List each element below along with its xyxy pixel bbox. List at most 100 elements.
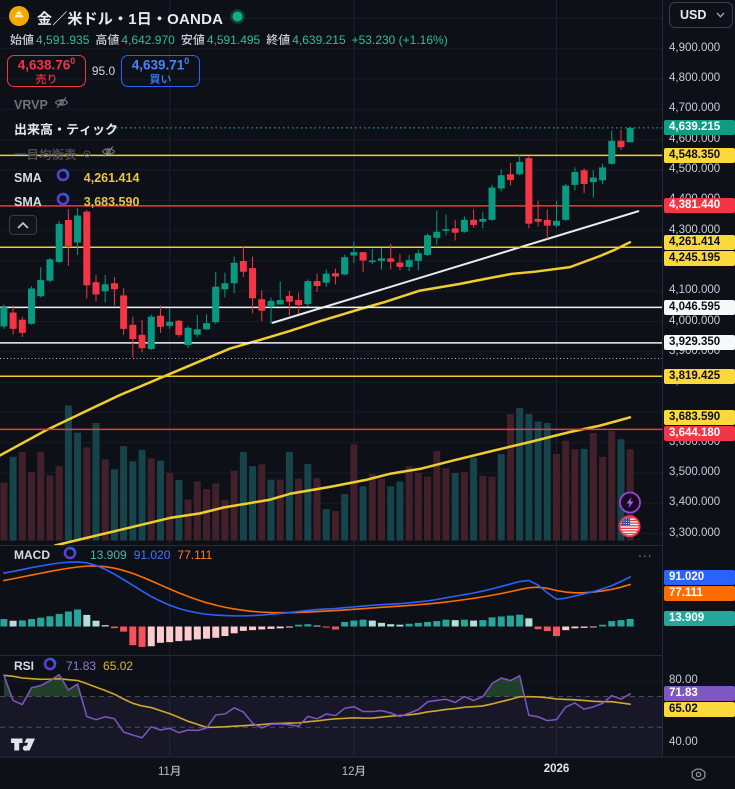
volume-bar <box>184 499 192 541</box>
volume-bar <box>350 444 358 541</box>
candle-body <box>156 315 164 327</box>
sell-price: 4,638.76 <box>17 57 71 73</box>
volume-bar <box>516 407 524 541</box>
sma-fast-line <box>0 241 632 457</box>
volume-bar <box>37 451 45 541</box>
macd-histogram-bar <box>110 626 118 629</box>
price-axis-label: 4,500.000 <box>669 163 721 175</box>
buy-price-sup: 0 <box>184 55 190 66</box>
volume-bar <box>203 489 211 541</box>
trendline[interactable] <box>271 210 640 324</box>
macd-histogram-bar <box>276 626 284 629</box>
sma-slow-title: SMA <box>14 194 42 209</box>
macd-histogram-bar <box>193 626 201 640</box>
candle-body <box>553 220 560 226</box>
price-pane[interactable] <box>0 0 665 546</box>
legend-row-ichimoku[interactable]: 一目均衡表 <box>14 144 116 163</box>
macd-histogram-bar <box>147 626 155 647</box>
close-label: 終値 <box>266 31 291 48</box>
symbol-title[interactable]: 金／米ドル・1日・OANDA <box>37 8 224 29</box>
candle-body <box>175 320 183 335</box>
volume-bar <box>64 405 72 541</box>
time-axis-label: 2026 <box>543 763 570 775</box>
ichimoku-title: 一目均衡表 <box>14 144 77 163</box>
collapse-legend-button[interactable] <box>9 215 37 235</box>
macd-histogram-bar <box>74 609 82 627</box>
macd-histogram-bar <box>92 620 100 627</box>
macd-histogram-bar <box>221 626 229 637</box>
volume-bar <box>258 464 266 541</box>
legend-row-sma-fast[interactable]: SMA 4,261.414 <box>14 168 139 187</box>
candle-body <box>488 187 496 220</box>
volume-bar <box>525 414 533 541</box>
price-axis-badge: 3,644.180 <box>664 425 735 441</box>
price-axis-badge: 91.020 <box>664 569 735 585</box>
settings-gear-icon[interactable] <box>690 766 707 788</box>
candle-body <box>571 171 579 185</box>
volume-bar <box>313 478 321 541</box>
macd-legend[interactable]: MACD 13.909 91.020 77.111 <box>14 546 212 563</box>
macd-histogram-bar <box>18 620 26 627</box>
candle-body <box>147 316 155 350</box>
candle-body <box>285 295 293 302</box>
candle-body <box>184 327 192 346</box>
legend-row-vrvp[interactable]: VRVP <box>14 96 69 114</box>
candle-body <box>267 300 275 308</box>
candle-body <box>9 312 17 329</box>
candle-body <box>138 334 146 349</box>
volume-bar <box>322 509 330 541</box>
currency-selector[interactable]: USD <box>669 2 733 28</box>
sma-slow-line <box>53 416 632 546</box>
open-label: 始値 <box>10 31 35 48</box>
more-options-icon[interactable]: ... <box>638 544 653 560</box>
volume-bar <box>92 423 100 541</box>
rsi-overbought-fill <box>26 674 82 697</box>
macd-histogram-bar <box>562 626 570 631</box>
macd-histogram-bar <box>129 626 137 646</box>
lightning-event-icon[interactable] <box>619 491 641 514</box>
refresh-icon <box>43 657 57 674</box>
market-status-icon[interactable] <box>230 8 246 29</box>
price-axis-label: 3,300.000 <box>669 526 721 539</box>
macd-histogram-bar <box>249 626 257 631</box>
price-axis-badge: 4,046.595 <box>664 299 735 315</box>
candle-body <box>516 161 524 175</box>
candle-body <box>387 258 395 262</box>
sell-button[interactable]: 4,638.760 売り <box>7 55 86 87</box>
rsi-legend[interactable]: RSI 71.83 65.02 <box>14 657 133 674</box>
tradingview-logo-icon[interactable] <box>11 737 41 757</box>
candle-body <box>239 260 247 272</box>
candle-body <box>221 283 229 290</box>
buy-button[interactable]: 4,639.710 買い <box>121 55 200 87</box>
legend-row-volume[interactable]: 出来高・ティック <box>14 119 118 138</box>
candle-body <box>28 288 36 324</box>
candle-body <box>479 218 487 222</box>
macd-histogram-bar <box>313 625 321 627</box>
macd-histogram-bar <box>156 626 164 643</box>
volume-bar <box>580 448 588 541</box>
volume-bar <box>18 452 26 541</box>
macd-histogram-bar <box>359 619 367 627</box>
volume-bar <box>110 469 118 541</box>
volume-bar <box>9 456 17 541</box>
eye-off-icon[interactable] <box>54 96 69 114</box>
macd-pane[interactable] <box>0 545 634 656</box>
candle-body <box>497 175 505 189</box>
volume-bar <box>442 468 450 541</box>
price-axis-label: 4,900.000 <box>669 41 721 54</box>
legend-row-sma-slow[interactable]: SMA 3,683.590 <box>14 192 139 211</box>
volume-bar <box>488 476 496 541</box>
eye-off-icon[interactable] <box>101 145 116 163</box>
candle-body <box>414 253 422 261</box>
us-flag-event-icon[interactable] <box>618 515 641 538</box>
price-axis-badge: 4,548.350 <box>664 147 735 163</box>
candle-body <box>617 140 625 148</box>
rsi-pane[interactable] <box>0 655 662 758</box>
volume-bar <box>359 486 367 541</box>
volume-bar <box>599 456 607 541</box>
macd-histogram-bar <box>28 619 36 627</box>
candle-body <box>313 281 321 286</box>
volume-title: 出来高・ティック <box>14 119 119 138</box>
